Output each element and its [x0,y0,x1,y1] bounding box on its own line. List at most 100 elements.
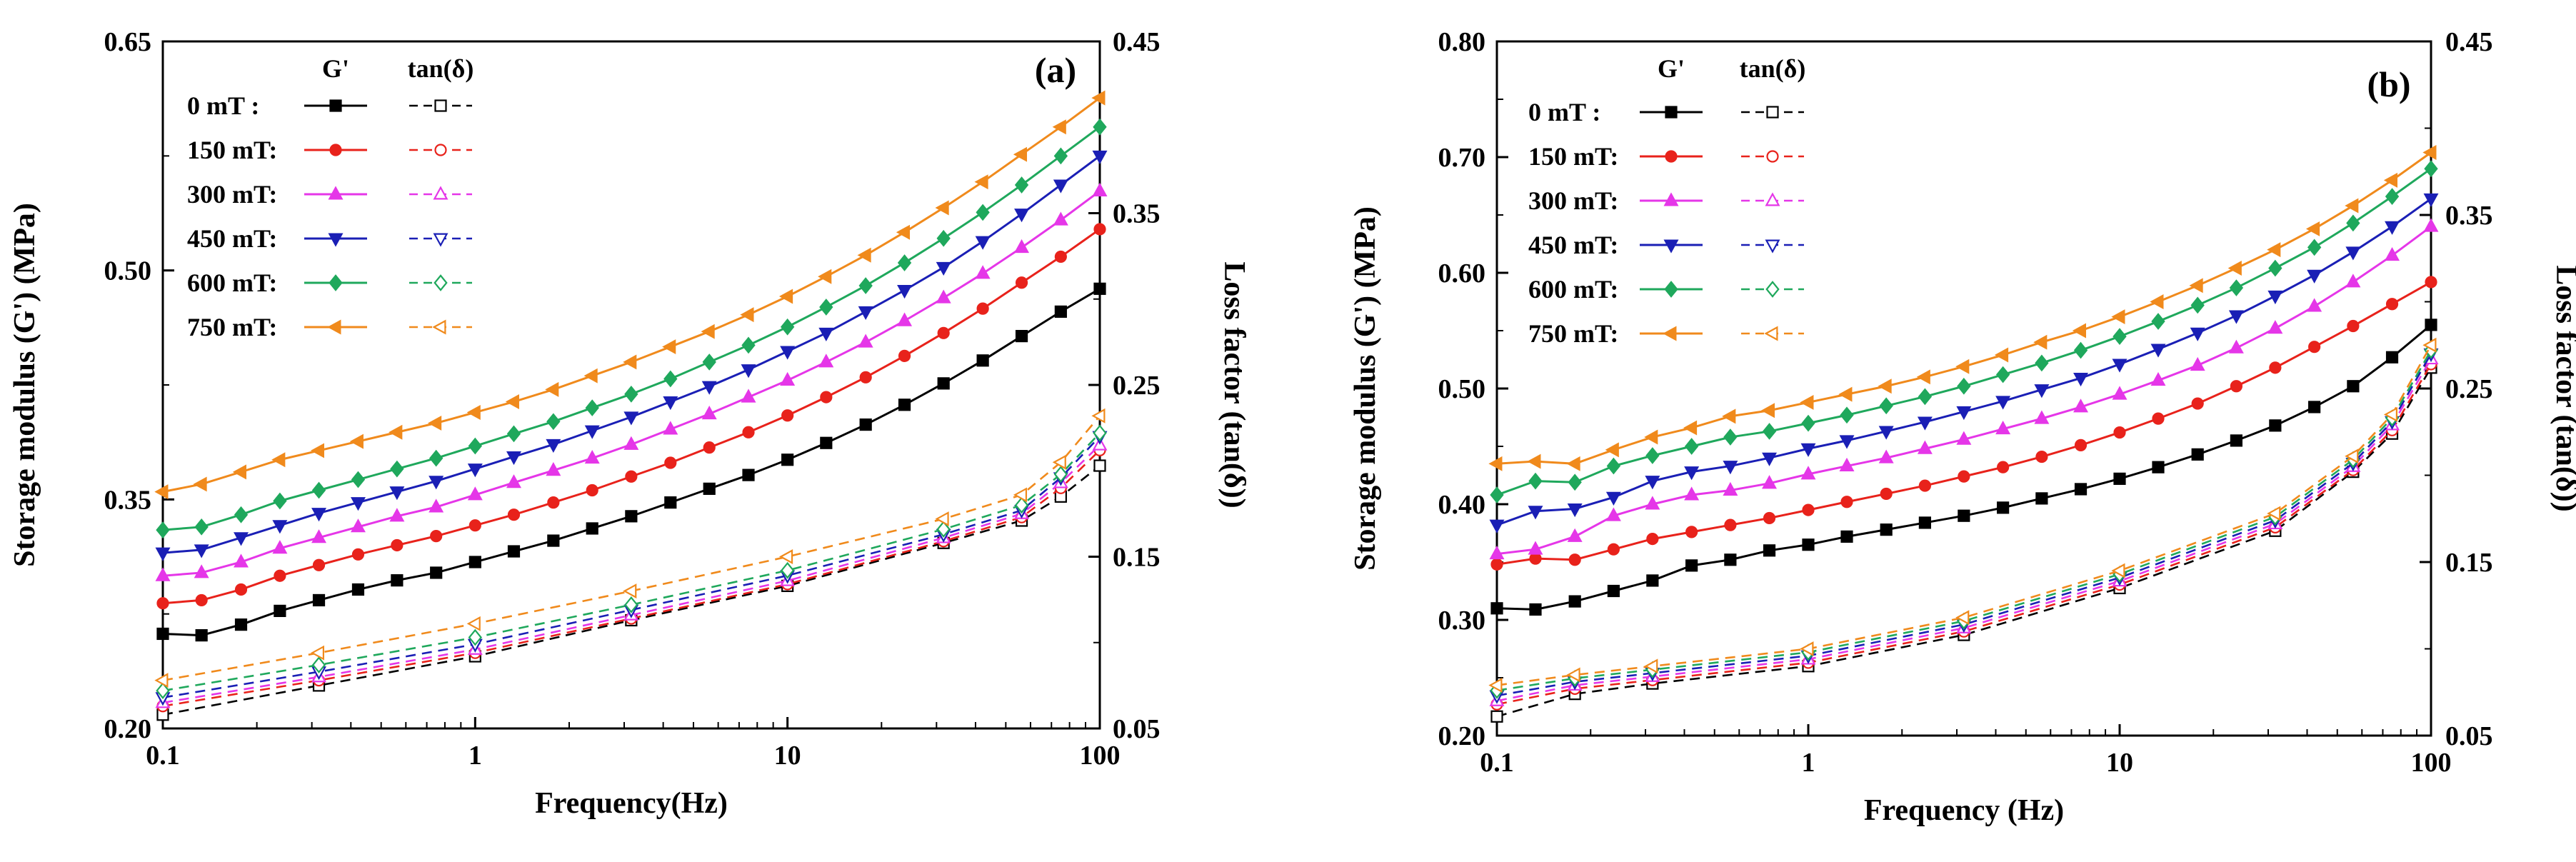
storage-modulus-point [1490,558,1503,571]
storage-modulus-point [468,437,483,455]
storage-modulus-point [2073,399,2089,413]
legend: G' tan(δ) 0 mT : 150 mT: 300 mT: 450 mT: 600 m… [187,54,473,341]
legend-swatch-marker [328,233,344,247]
storage-modulus-point [1958,509,1970,522]
legend-swatch-marker-open [1765,192,1780,206]
storage-modulus-point [1802,538,1815,551]
storage-modulus-point [2150,371,2166,386]
storage-modulus-point [1015,329,1028,343]
storage-modulus-point [194,544,209,558]
storage-modulus-point [623,354,637,370]
storage-modulus-point [2190,356,2205,371]
storage-modulus-point [311,508,327,522]
storage-modulus-point [1956,406,1972,421]
storage-modulus-point [1646,574,1659,587]
storage-modulus-point [234,506,249,523]
storage-modulus-point [507,508,521,521]
storage-modulus-point [1723,429,1738,446]
loss-factor-point [1490,710,1503,723]
storage-modulus-point [2190,296,2205,314]
storage-modulus-point [858,334,873,348]
legend-swatch-marker-open [433,186,448,200]
legend-swatch-marker-open [1766,106,1779,119]
legend-label: 0 mT : [187,91,259,120]
storage-modulus-point [546,413,561,431]
storage-modulus-point [2072,323,2087,339]
storage-modulus-point [586,522,598,535]
storage-modulus-point [1800,394,1814,410]
storage-modulus-point [273,492,287,510]
storage-modulus-point [975,265,991,279]
x-tick-label: 0.1 [1480,748,1514,778]
storage-modulus-point [234,532,249,546]
storage-modulus-point [1014,239,1030,254]
storage-modulus-point [430,530,443,543]
loss-factor-point [1052,454,1066,470]
loss-factor-point [623,583,637,599]
storage-modulus-point [310,443,325,458]
storage-modulus-point [1645,496,1660,510]
legend-header-tan: tan(δ) [1740,54,1806,83]
loss-factor-point [780,561,795,579]
storage-modulus-point [1528,506,1543,520]
storage-modulus-point [625,470,638,483]
storage-modulus-point [2228,310,2244,324]
loss-factor-line [1496,364,2432,706]
loss-factor-point [624,596,638,613]
storage-modulus-point [858,277,873,294]
storage-modulus-point [1605,491,1621,506]
storage-modulus-point [2112,359,2128,373]
storage-modulus-point [937,377,950,390]
loss-factor-point [2383,406,2398,422]
storage-modulus-point [2034,384,2050,399]
x-tick-label: 10 [2106,748,2133,778]
storage-modulus-point [2385,298,2399,311]
loss-factor-line [1496,353,2432,697]
y-tick-label: 0.20 [104,714,152,744]
storage-modulus-point [2230,434,2242,447]
storage-modulus-point [2385,188,2400,205]
storage-modulus-point [312,593,326,607]
storage-modulus-point [194,518,209,536]
storage-modulus-point [1490,486,1504,503]
storage-modulus-point [467,486,483,501]
storage-modulus-point [391,574,404,587]
storage-modulus-point [1528,541,1543,555]
storage-modulus-point [2423,218,2439,232]
storage-modulus-point [1802,503,1815,516]
storage-modulus-point [1093,118,1107,136]
legend-label: 750 mT: [187,313,277,341]
legend-swatch-marker-open [433,233,448,247]
storage-modulus-point [2423,193,2439,207]
storage-modulus-point [819,299,833,316]
loss-factor-line [1496,367,2432,718]
storage-modulus-point [234,618,248,631]
storage-modulus-point [1015,276,1028,289]
storage-modulus-point [193,476,207,492]
storage-modulus-point [2385,351,2399,364]
storage-modulus-point [272,540,288,554]
storage-modulus-point [742,468,755,481]
storage-modulus-point [1917,416,1933,431]
storage-modulus-point [195,593,208,607]
storage-modulus-point [272,520,288,534]
storage-modulus-point [2345,274,2361,288]
storage-modulus-point [1840,496,1853,508]
storage-modulus-point [1054,305,1067,318]
storage-modulus-point [2269,419,2282,432]
storage-modulus-point [898,349,911,362]
storage-modulus-point [2227,261,2242,276]
storage-modulus-point [2305,221,2320,236]
storage-modulus-point [663,421,678,435]
storage-modulus-point [2074,438,2088,451]
panel-label: (b) [2367,64,2410,104]
series-150-mT [1490,276,2437,711]
storage-modulus-point [466,404,481,420]
y2-tick-label: 0.05 [2445,721,2493,751]
loss-factor-line [1496,349,2432,692]
legend-label: 150 mT: [187,136,277,164]
storage-modulus-point [2074,483,2088,496]
storage-modulus-point [859,418,872,431]
storage-modulus-point [1014,176,1029,194]
